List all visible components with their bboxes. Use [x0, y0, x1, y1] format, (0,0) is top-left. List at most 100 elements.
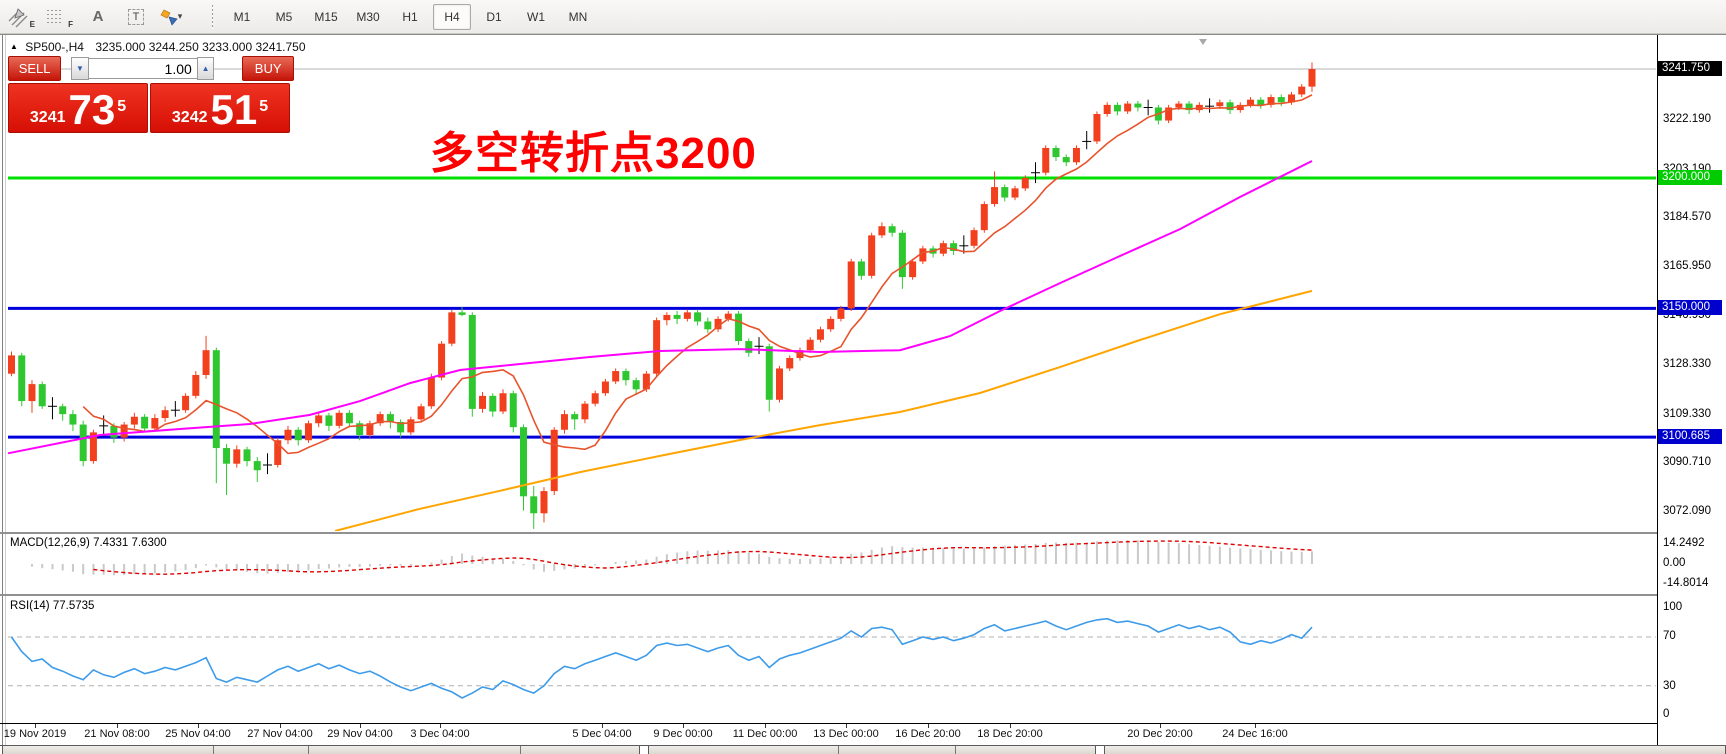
- price-badge: 3100.685: [1658, 429, 1722, 445]
- arrows-tool-icon: [160, 9, 178, 26]
- buy-price-main: 51: [210, 86, 258, 133]
- timeframe-button-h1[interactable]: H1: [402, 9, 418, 24]
- buy-price-tile[interactable]: 3242 51 5: [150, 83, 290, 133]
- sell-button[interactable]: SELL: [8, 56, 62, 81]
- sell-price-pip: 5: [117, 98, 127, 115]
- fibonacci-grid-tool-icon: [47, 9, 61, 23]
- tool-sub-label: E: [29, 19, 35, 29]
- time-axis-label: 11 Dec 00:00: [732, 728, 798, 740]
- toolbar: E F A T ▾ M1 M5 M15 M30 H1 H4 D1 W1 MN: [0, 0, 1726, 34]
- time-axis-tick: [928, 724, 929, 728]
- sell-price-prefix: 3241: [29, 109, 66, 126]
- time-axis-tick: [117, 724, 118, 728]
- time-axis-tick: [198, 724, 199, 728]
- chart-header: ▲ SP500-,H4 3235.000 3244.250 3233.000 3…: [10, 40, 306, 54]
- timeframe-group: M1 M5 M15 M30 H1 H4 D1 W1 MN: [221, 3, 599, 30]
- time-axis-label: 27 Nov 04:00: [247, 728, 313, 740]
- price-axis-label: 3184.570: [1663, 211, 1711, 224]
- price-axis-label: 3128.330: [1663, 357, 1711, 370]
- text-box-tool-button[interactable]: T: [120, 3, 152, 31]
- minimized-window-divider: [838, 746, 839, 754]
- time-axis-tick: [35, 724, 36, 728]
- volume-input[interactable]: [88, 58, 197, 79]
- time-axis-tick: [360, 724, 361, 728]
- time-axis-label: 3 Dec 04:00: [410, 728, 470, 740]
- chart-ohlc-values: 3235.000 3244.250 3233.000 3241.750: [95, 40, 306, 54]
- minimized-window-divider: [308, 746, 309, 754]
- price-badge: 3150.000: [1658, 300, 1722, 316]
- timeframe-button-m15[interactable]: M15: [314, 9, 338, 24]
- one-click-trading-panel: SELL ▼ ▲ BUY 3241 73 5 3242 51 5: [8, 56, 294, 133]
- window-left-border: [2, 35, 3, 745]
- time-axis-tick: [1010, 724, 1011, 728]
- text-label-tool-button[interactable]: A: [82, 3, 114, 31]
- macd-panel-canvas[interactable]: [0, 534, 1657, 594]
- time-axis-tick: [1160, 724, 1161, 728]
- macd-axis-label: -14.8014: [1663, 577, 1709, 589]
- rsi-axis-label: 30: [1663, 680, 1676, 692]
- rsi-indicator-label: RSI(14) 77.5735: [10, 600, 95, 612]
- timeframe-button-mn[interactable]: MN: [568, 9, 588, 24]
- text-label-tool-icon: A: [92, 8, 104, 25]
- timeframe-button-h4[interactable]: H4: [433, 3, 471, 30]
- chart-annotation-text: 多空转折点3200: [430, 129, 757, 178]
- time-axis-label: 16 Dec 20:00: [895, 728, 961, 740]
- time-axis-label: 29 Nov 04:00: [327, 728, 393, 740]
- time-axis-label: 5 Dec 04:00: [572, 728, 632, 740]
- chart-symbol-label: SP500-,H4: [25, 40, 84, 54]
- macd-axis-label: 14.2492: [1663, 537, 1705, 549]
- fibonacci-grid-tool-button[interactable]: F: [44, 3, 76, 31]
- time-axis-tick: [602, 724, 603, 728]
- time-axis-label: 18 Dec 20:00: [977, 728, 1043, 740]
- time-axis-tick: [683, 724, 684, 728]
- symbol-collapse-icon[interactable]: ▲: [10, 42, 18, 51]
- minimized-window-caption[interactable]: [648, 745, 1096, 754]
- equidistant-channel-tool-icon: [8, 7, 28, 27]
- price-axis[interactable]: 3222.1903203.1903184.5703165.9503146.950…: [1657, 35, 1726, 745]
- price-badge: 3200.000: [1658, 169, 1722, 185]
- timeframe-button-m5[interactable]: M5: [275, 9, 293, 24]
- price-badge: 3241.750: [1658, 61, 1722, 76]
- panel-splitter[interactable]: [0, 594, 1657, 596]
- minimized-windows-strip: [0, 745, 1726, 754]
- macd-axis-label: 0.00: [1663, 557, 1686, 569]
- window-left-border-inner: [5, 35, 6, 745]
- toolbar-separator: [212, 4, 213, 29]
- timeframe-button-m30[interactable]: M30: [356, 9, 380, 24]
- timeframe-button-m1[interactable]: M1: [233, 9, 251, 24]
- timeframe-button-d1[interactable]: D1: [486, 9, 502, 24]
- panel-splitter[interactable]: [0, 532, 1657, 534]
- rsi-panel-canvas[interactable]: [0, 597, 1657, 723]
- rsi-axis-label: 100: [1663, 601, 1683, 613]
- minimized-window-divider: [213, 746, 214, 754]
- buy-button[interactable]: BUY: [242, 56, 294, 81]
- price-chart-canvas[interactable]: [0, 36, 1657, 531]
- time-axis-label: 20 Dec 20:00: [1127, 728, 1193, 740]
- time-axis-label: 19 Nov 2019: [3, 728, 67, 740]
- sell-price-tile[interactable]: 3241 73 5: [8, 83, 148, 133]
- text-box-tool-icon: T: [127, 8, 145, 25]
- time-axis-tick: [846, 724, 847, 728]
- buy-price-prefix: 3242: [171, 109, 208, 126]
- minimized-window-caption[interactable]: [2, 745, 640, 754]
- equidistant-channel-tool-button[interactable]: E: [6, 3, 38, 31]
- minimized-window-caption[interactable]: [1104, 745, 1726, 754]
- volume-increase-button[interactable]: ▲: [196, 57, 215, 80]
- time-axis-tick: [280, 724, 281, 728]
- time-axis-label: 13 Dec 00:00: [813, 728, 879, 740]
- chart-window[interactable]: ▲ SP500-,H4 3235.000 3244.250 3233.000 3…: [0, 34, 1726, 746]
- chevron-down-icon: ▾: [177, 11, 183, 21]
- rsi-axis-label: 70: [1663, 630, 1676, 642]
- time-axis-label: 9 Dec 00:00: [653, 728, 713, 740]
- time-axis-label: 25 Nov 04:00: [165, 728, 231, 740]
- timeframe-button-w1[interactable]: W1: [527, 9, 545, 24]
- time-axis-tick: [1255, 724, 1256, 728]
- price-axis-label: 3090.710: [1663, 456, 1711, 469]
- minimized-window-divider: [520, 746, 521, 754]
- buy-price-pip: 5: [259, 98, 269, 115]
- volume-decrease-button[interactable]: ▼: [71, 57, 89, 80]
- macd-indicator-label: MACD(12,26,9) 7.4331 7.6300: [10, 537, 167, 549]
- arrows-tool-button[interactable]: ▾: [158, 3, 200, 31]
- sell-price-main: 73: [68, 86, 116, 133]
- price-axis-label: 3109.330: [1663, 407, 1711, 420]
